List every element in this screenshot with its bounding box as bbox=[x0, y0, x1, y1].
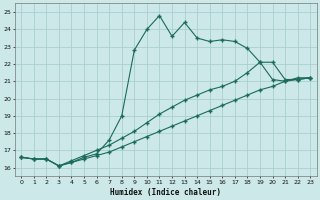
X-axis label: Humidex (Indice chaleur): Humidex (Indice chaleur) bbox=[110, 188, 221, 197]
